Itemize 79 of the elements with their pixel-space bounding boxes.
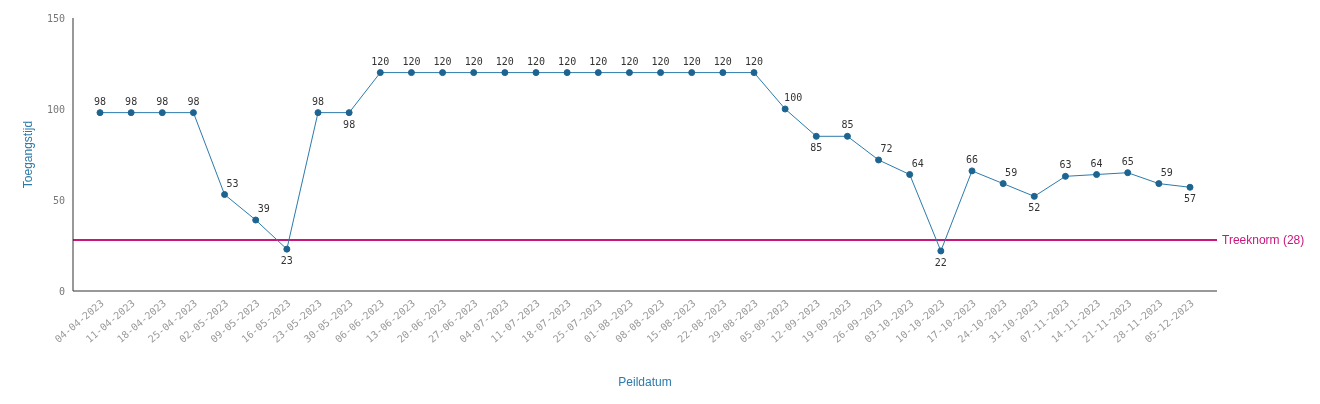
point [999,180,1007,188]
data-label: 72 [880,142,893,154]
point [1124,169,1132,177]
data-label: 98 [125,95,138,107]
point [439,69,447,77]
point [812,132,820,140]
point [1186,183,1194,191]
x-axis-title: Peildatum [618,375,672,389]
data-label: 39 [257,203,270,215]
y-axis-title: Toegangstijd [21,120,36,189]
data-label: 120 [526,55,546,67]
data-label: 120 [371,55,390,67]
data-label: 120 [744,55,764,67]
data-label: 22 [934,256,947,268]
point [314,109,322,117]
data-label: 85 [841,119,854,131]
point [1155,180,1163,188]
data-label: 23 [280,255,293,267]
point [906,171,914,179]
point [470,69,478,77]
point [1061,172,1069,180]
y-tick-label: 50 [52,194,65,206]
point [501,69,509,77]
data-label: 98 [93,95,107,107]
y-tick-label: 150 [46,12,65,24]
data-label: 98 [156,95,169,107]
data-label: 120 [402,55,421,67]
data-label: 120 [651,55,670,67]
ref-line-label: Treeknorm (28) [1222,233,1305,248]
point [937,247,945,255]
point [376,69,384,77]
point [1030,192,1038,200]
point [252,216,260,224]
data-label: 64 [911,157,924,169]
point [1093,171,1101,179]
y-tick-label: 100 [46,103,65,115]
y-tick-label: 0 [58,285,65,297]
data-label: 120 [620,55,639,67]
data-label: 120 [495,55,514,67]
data-label: 57 [1183,193,1197,205]
data-label: 120 [713,55,732,67]
point [750,69,758,77]
data-label: 85 [810,142,823,154]
data-label: 64 [1090,157,1103,169]
data-label: 120 [464,55,483,67]
point [688,69,696,77]
data-label: 98 [187,95,200,107]
point [96,109,104,117]
data-label: 52 [1028,202,1041,214]
data-label: 63 [1059,159,1072,171]
point [127,109,135,117]
data-label: 120 [682,55,701,67]
point [657,69,665,77]
data-label: 98 [343,118,356,130]
point [407,69,415,77]
point [283,245,291,253]
point [532,69,540,77]
data-label: 120 [558,55,577,67]
data-label: 65 [1121,155,1134,167]
point [563,69,571,77]
point [221,191,229,199]
point [719,69,727,77]
data-label: 100 [784,92,803,103]
point [843,132,851,140]
data-label: 59 [1005,166,1018,178]
point [158,109,166,117]
data-label: 120 [589,55,608,67]
data-label: 120 [433,55,452,67]
data-label: 98 [311,95,325,107]
point [345,109,353,117]
point [968,167,976,175]
point [189,109,197,117]
data-label: 66 [965,153,979,165]
point [875,156,883,164]
point [594,69,602,77]
point [625,69,633,77]
data-label: 53 [226,177,239,189]
data-label: 59 [1160,166,1173,178]
point [781,105,789,113]
